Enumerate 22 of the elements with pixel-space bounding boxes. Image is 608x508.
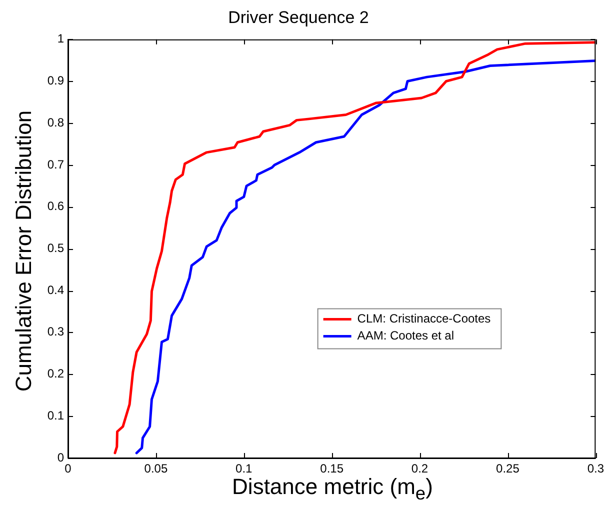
x-tick-label: 0.25 [496, 462, 520, 476]
y-axis-title: Cumulative Error Distribution [11, 109, 37, 394]
legend-label: AAM: Cootes et al [357, 328, 454, 343]
legend-label: CLM: Cristinacce-Cootes [357, 312, 491, 326]
x-axis-title: Distance metric (m$_{e}$) [231, 474, 434, 504]
y-tick-label: 1 [57, 32, 64, 46]
y-tick-label: 0.2 [47, 366, 64, 381]
y-tick-label: 0.7 [47, 157, 64, 172]
chart-title: Driver Sequence 2 [228, 8, 369, 27]
x-tick-label: 0.3 [587, 462, 604, 476]
y-tick-label: 0.8 [47, 115, 64, 130]
x-tick-label: 0.1 [236, 462, 253, 476]
y-tick-label: 0.3 [47, 324, 64, 339]
y-tick-label: 0.9 [47, 74, 64, 88]
y-tick-label: 0.5 [47, 241, 64, 256]
y-tick-label: 0.4 [47, 282, 64, 297]
x-tick-label: 0.15 [320, 462, 344, 476]
y-tick-label: 0 [57, 450, 64, 464]
y-tick-label: 0.6 [47, 199, 64, 214]
x-tick-label: 0.05 [144, 462, 168, 476]
x-tick-label: 0.2 [411, 462, 428, 476]
y-tick-label: 0.1 [47, 408, 64, 422]
